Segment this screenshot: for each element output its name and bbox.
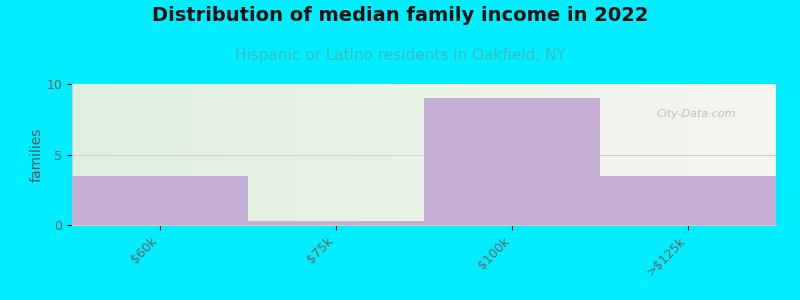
Bar [248, 221, 424, 225]
Text: Hispanic or Latino residents in Oakfield, NY: Hispanic or Latino residents in Oakfield… [234, 48, 566, 63]
Bar [424, 98, 600, 225]
Text: Distribution of median family income in 2022: Distribution of median family income in … [152, 6, 648, 25]
Text: City-Data.com: City-Data.com [656, 110, 736, 119]
Bar [600, 176, 776, 225]
Y-axis label: families: families [30, 127, 44, 182]
Bar [72, 176, 248, 225]
